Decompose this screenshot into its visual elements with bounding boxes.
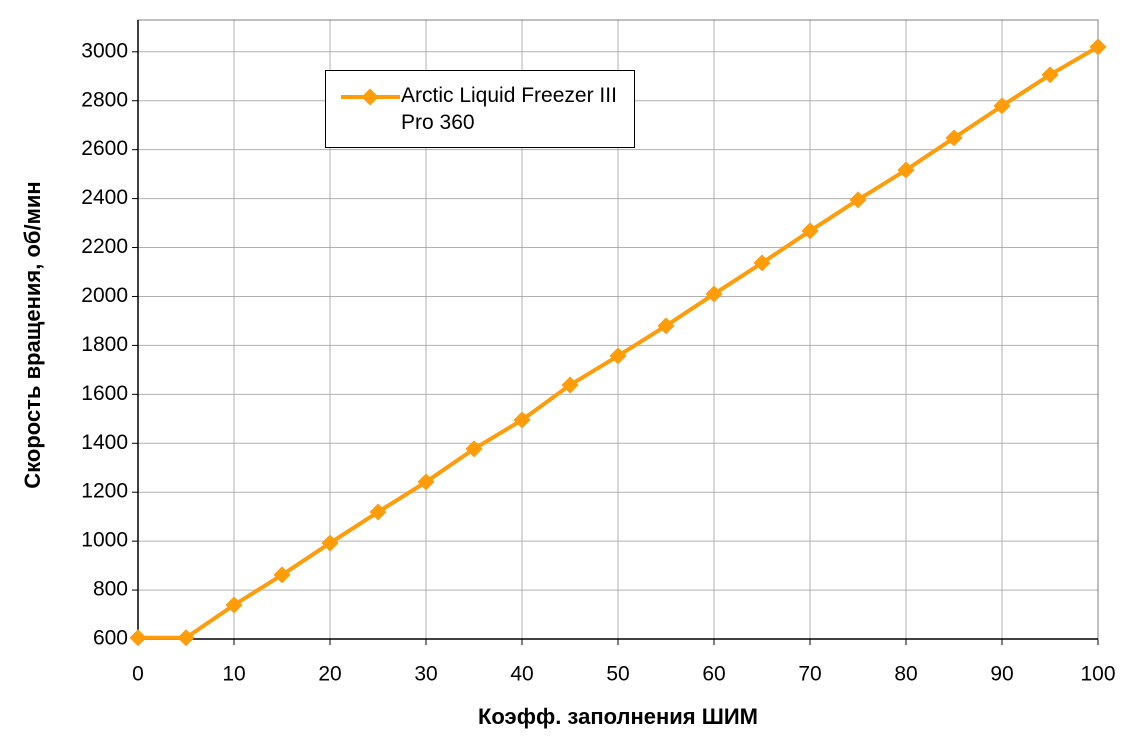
y-tick-label: 2400: [81, 186, 128, 209]
y-tick-label: 2600: [81, 137, 128, 160]
marker: [705, 285, 723, 303]
marker: [945, 129, 963, 147]
marker: [129, 629, 147, 647]
x-tick-label: 90: [990, 663, 1013, 686]
y-tick-label: 1000: [81, 529, 128, 552]
legend-marker: [361, 88, 379, 106]
y-tick-label: 2000: [81, 284, 128, 307]
y-tick-label: 800: [93, 578, 128, 601]
y-tick-label: 1800: [81, 333, 128, 356]
y-axis-title: Скорость вращения, об/мин: [20, 181, 45, 488]
marker: [753, 254, 771, 272]
marker: [897, 161, 915, 179]
marker: [657, 317, 675, 335]
marker: [321, 534, 339, 552]
x-tick-label: 60: [702, 663, 725, 686]
marker: [513, 411, 531, 429]
legend-swatch: [341, 88, 400, 106]
legend: Arctic Liquid Freezer III Pro 360: [325, 70, 635, 148]
x-tick-label: 20: [318, 663, 341, 686]
x-tick-label: 100: [1080, 663, 1115, 686]
x-tick-label: 70: [798, 663, 821, 686]
marker: [273, 566, 291, 584]
y-tick-label: 3000: [81, 39, 128, 62]
y-tick-label: 1200: [81, 480, 128, 503]
marker: [417, 473, 435, 491]
marker: [465, 440, 483, 458]
y-tick-label: 2200: [81, 235, 128, 258]
legend-label: Arctic Liquid Freezer III Pro 360: [401, 84, 617, 134]
x-tick-label: 10: [222, 663, 245, 686]
marker: [561, 376, 579, 394]
y-tick-label: 2800: [81, 88, 128, 111]
x-tick-label: 80: [894, 663, 917, 686]
marker: [177, 629, 195, 647]
y-tick-label: 1600: [81, 382, 128, 405]
x-tick-label: 40: [510, 663, 533, 686]
marker: [993, 97, 1011, 115]
x-tick-label: 30: [414, 663, 437, 686]
y-tick-label: 1400: [81, 431, 128, 454]
x-tick-label: 0: [132, 663, 144, 686]
marker: [1089, 38, 1107, 56]
marker: [849, 191, 867, 209]
x-axis-title: Коэфф. заполнения ШИМ: [478, 704, 758, 729]
marker: [225, 596, 243, 614]
marker: [369, 503, 387, 521]
y-tick-label: 600: [93, 627, 128, 650]
marker: [609, 347, 627, 365]
marker: [801, 222, 819, 240]
x-tick-label: 50: [606, 663, 629, 686]
